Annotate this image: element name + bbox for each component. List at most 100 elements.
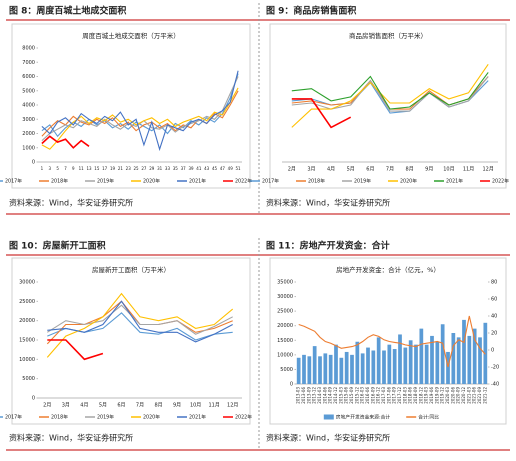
chart-title: 商品房销售面积（万平米） (349, 31, 427, 40)
x-tick-label: 10月 (443, 167, 454, 173)
x-tick-label: 4月 (327, 167, 335, 173)
x-tick-label: 2月 (288, 167, 296, 173)
series-line (41, 135, 90, 149)
x-tick-label: 2014-06 (322, 387, 327, 404)
x-tick-label: 8月 (154, 403, 162, 409)
x-tick-label: 2014-03 (317, 387, 322, 404)
bar (334, 344, 338, 384)
bar (467, 335, 472, 384)
y-tick-label: 10000 (19, 357, 35, 363)
series-line (291, 63, 489, 128)
series-line (298, 315, 486, 368)
legend-label: 2018年 (308, 178, 325, 185)
legend-label: 2021年 (189, 178, 206, 185)
x-tick-label: 2016-09 (370, 387, 375, 404)
bar (318, 356, 322, 384)
bar (366, 347, 370, 384)
y-tick-label: 2000 (22, 131, 35, 137)
bar (440, 324, 445, 384)
x-tick-label: 15 (94, 166, 100, 171)
bar (408, 340, 413, 384)
legend-label: 2022年 (235, 178, 252, 185)
x-tick-label: 12月 (227, 403, 238, 409)
x-tick-label: 9月 (173, 403, 181, 409)
x-tick-label: 39 (188, 166, 194, 171)
x-tick-label: 2019-03 (424, 387, 429, 404)
bar (328, 354, 333, 384)
bar (296, 357, 301, 384)
bar (419, 328, 424, 384)
y-tick-label: 20000 (19, 318, 35, 324)
x-tick-label: 45 (212, 166, 218, 171)
x-tick-label: 17 (102, 166, 108, 171)
chart-title: 周度百城土地成交面积（万平米） (82, 31, 180, 40)
y-tick-label: 5000 (280, 367, 293, 373)
x-tick-label: 5月 (99, 403, 107, 409)
bar (398, 334, 402, 384)
x-tick-label: 2018-06 (408, 387, 413, 404)
y-tick-label: 0 (32, 160, 35, 166)
x-tick-label: 2021-12 (482, 387, 487, 404)
figure-caption: 图 9：商品房销售面积 (266, 5, 356, 17)
legend-swatch (323, 414, 334, 420)
x-tick-label: 2016-03 (360, 387, 365, 404)
legend-label: 2017年 (262, 178, 279, 185)
y-tick-label: 8000 (22, 46, 35, 52)
x-tick-label: 2021-03 (466, 387, 471, 404)
x-tick-label: 2017-06 (386, 387, 391, 404)
x-tick-label: 21 (118, 166, 124, 171)
y-tick-label: 10000 (277, 352, 293, 358)
legend-label: 房地产开发资金来源:合计 (336, 414, 391, 421)
x-tick-label: 2020-03 (445, 387, 450, 404)
x-tick-label: 11 (79, 166, 85, 171)
x-tick-label: 2021-09 (477, 387, 482, 404)
bar (414, 344, 418, 384)
y-tick-label: 4000 (22, 103, 35, 109)
y2-tick-label: 80 (491, 280, 497, 286)
series-line (47, 300, 233, 343)
y-tick-label: 20000 (277, 323, 293, 329)
legend-label: 2017年 (5, 414, 22, 421)
x-tick-label: 13 (86, 166, 92, 171)
bar (371, 350, 376, 384)
x-tick-label: 2018-12 (418, 387, 423, 404)
x-tick-label: 6月 (366, 167, 374, 173)
legend-label: 合计:同比 (418, 414, 439, 421)
series-line (41, 87, 239, 150)
series-line (47, 304, 233, 335)
x-tick-label: 2015-09 (349, 387, 354, 404)
y-tick-label: 35000 (277, 280, 293, 286)
legend-label: 2021年 (189, 414, 206, 421)
x-tick-label: 9月 (425, 167, 433, 173)
legend-label: 2018年 (51, 414, 68, 421)
legend-label: 2017年 (5, 178, 22, 185)
legend-label: 2022年 (235, 414, 252, 421)
y-tick-label: 1000 (22, 145, 35, 151)
bar (403, 347, 408, 384)
x-tick-label: 33 (165, 166, 171, 171)
x-tick-label: 2016-06 (365, 387, 370, 404)
x-tick-label: 3月 (62, 403, 70, 409)
legend-label: 2019年 (354, 178, 371, 185)
legend-label: 2022年 (492, 178, 509, 185)
x-tick-label: 8月 (406, 167, 414, 173)
y-tick-label: 0 (32, 396, 35, 402)
bar (387, 344, 392, 384)
source-note: 资料来源：Wind，华安证券研究所 (9, 433, 133, 443)
x-tick-label: 9 (72, 166, 75, 171)
bar (456, 337, 461, 384)
y-tick-label: 15000 (19, 338, 35, 344)
x-tick-label: 4月 (80, 403, 88, 409)
y-tick-label: 25000 (19, 299, 35, 305)
bar (392, 349, 397, 384)
x-tick-label: 41 (196, 166, 202, 171)
chart-frame (11, 23, 251, 189)
y2-tick-label: 40 (491, 314, 497, 320)
source-note: 资料来源：Wind，华安证券研究所 (9, 198, 133, 208)
y2-tick-label: -20 (491, 365, 499, 371)
x-tick-label: 7月 (386, 167, 394, 173)
bar (462, 319, 466, 384)
x-tick-label: 2021-06 (472, 387, 477, 404)
x-tick-label: 2020-12 (461, 387, 466, 404)
x-tick-label: 49 (228, 166, 234, 171)
